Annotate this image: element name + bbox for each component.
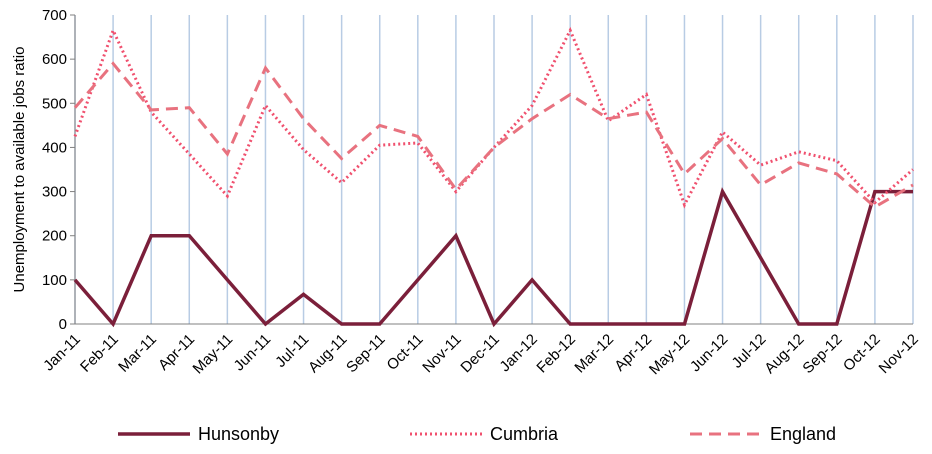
series-line-england [73, 61, 914, 209]
y-tick-label-300: 300 [42, 184, 67, 201]
series-line-hunsonby [73, 187, 913, 328]
x-tick-label-Oct-11: Oct-11 [384, 331, 427, 374]
y-tick-label-500: 500 [42, 95, 67, 112]
x-tick-label-May-12: May-12 [646, 331, 693, 378]
y-axis-title: Unemployment to available jobs ratio [11, 47, 28, 293]
y-tick-label-400: 400 [42, 139, 67, 156]
x-tick-label-Mar-11: Mar-11 [115, 331, 160, 376]
x-tick-label-Nov-12: Nov-12 [876, 331, 922, 377]
x-tick-label-Sep-12: Sep-12 [799, 331, 845, 377]
x-tick-label-Jan-11: Jan-11 [40, 331, 84, 375]
x-tick-label-Mar-12: Mar-12 [571, 331, 617, 377]
x-tick-label-Nov-11: Nov-11 [419, 331, 464, 376]
legend: Hunsonby Cumbria England [118, 424, 836, 444]
x-tick-label-Jun-12: Jun-12 [687, 331, 731, 375]
y-tick-label-0: 0 [59, 316, 67, 333]
legend-label-england: England [770, 424, 836, 444]
y-tick-label-600: 600 [42, 51, 67, 68]
x-tick-labels: Jan-11Feb-11Mar-11Apr-11May-11Jun-11Jul-… [40, 331, 922, 378]
x-tick-label-Dec-11: Dec-11 [457, 331, 502, 376]
y-tick-label-200: 200 [42, 228, 67, 245]
x-tick-label-Aug-11: Aug-11 [305, 331, 350, 376]
y-tick-label-100: 100 [42, 272, 67, 289]
x-tick-label-Aug-12: Aug-12 [761, 331, 807, 377]
x-tick-label-Jun-11: Jun-11 [231, 331, 275, 375]
x-tick-label-Feb-12: Feb-12 [533, 331, 579, 377]
x-tick-label-Jan-12: Jan-12 [496, 331, 540, 375]
series-lines [73, 26, 914, 328]
legend-label-hunsonby: Hunsonby [198, 424, 279, 444]
legend-label-cumbria: Cumbria [490, 424, 559, 444]
y-tick-labels: 0 100 200 300 400 500 600 700 [42, 7, 67, 333]
x-tick-label-May-11: May-11 [190, 331, 237, 378]
y-tick-label-700: 700 [42, 7, 67, 24]
x-tick-label-Oct-12: Oct-12 [840, 331, 884, 375]
x-tick-label-Feb-11: Feb-11 [77, 331, 122, 376]
x-tick-label-Sep-11: Sep-11 [343, 331, 388, 376]
